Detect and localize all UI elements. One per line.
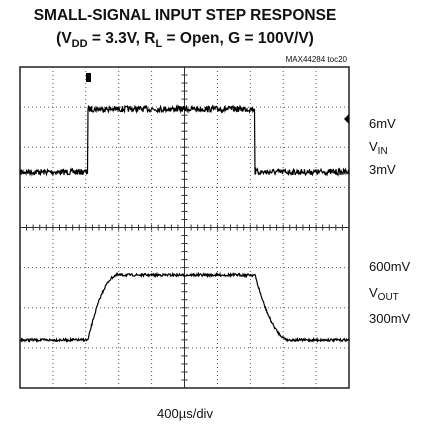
text-run: = 3.3V, R bbox=[88, 30, 156, 47]
figure-ref: MAX44284 toc20 bbox=[286, 55, 348, 64]
subscript: DD bbox=[72, 38, 88, 50]
channel-name-main: V bbox=[369, 139, 378, 154]
screen-border bbox=[19, 66, 350, 389]
channel-name-main: V bbox=[369, 285, 378, 300]
scope-screen bbox=[19, 66, 350, 389]
channel-name-sub: OUT bbox=[378, 292, 399, 303]
timebase: 400µs/div bbox=[157, 406, 213, 421]
channel-scale-bottom: 300mV bbox=[369, 311, 411, 326]
channel-scale-top: 6mV bbox=[369, 116, 396, 131]
channel-name: VIN bbox=[369, 139, 388, 157]
channel-name: VOUT bbox=[369, 285, 399, 303]
channel-marker bbox=[344, 114, 349, 124]
subtitle: (VDD = 3.3V, RL = Open, G = 100V/V) bbox=[56, 30, 314, 50]
subscript: L bbox=[155, 38, 162, 50]
channel-scale-top: 600mV bbox=[369, 259, 411, 274]
text-run: (V bbox=[56, 30, 72, 47]
channel-name-sub: IN bbox=[378, 146, 388, 157]
output-trace bbox=[19, 271, 350, 344]
text-run: = Open, G = 100V/V) bbox=[162, 30, 314, 47]
channel-scale-bottom: 3mV bbox=[369, 162, 396, 177]
trigger-marker bbox=[86, 73, 91, 82]
title: SMALL-SIGNAL INPUT STEP RESPONSE bbox=[34, 7, 337, 24]
input-trace bbox=[19, 104, 350, 177]
